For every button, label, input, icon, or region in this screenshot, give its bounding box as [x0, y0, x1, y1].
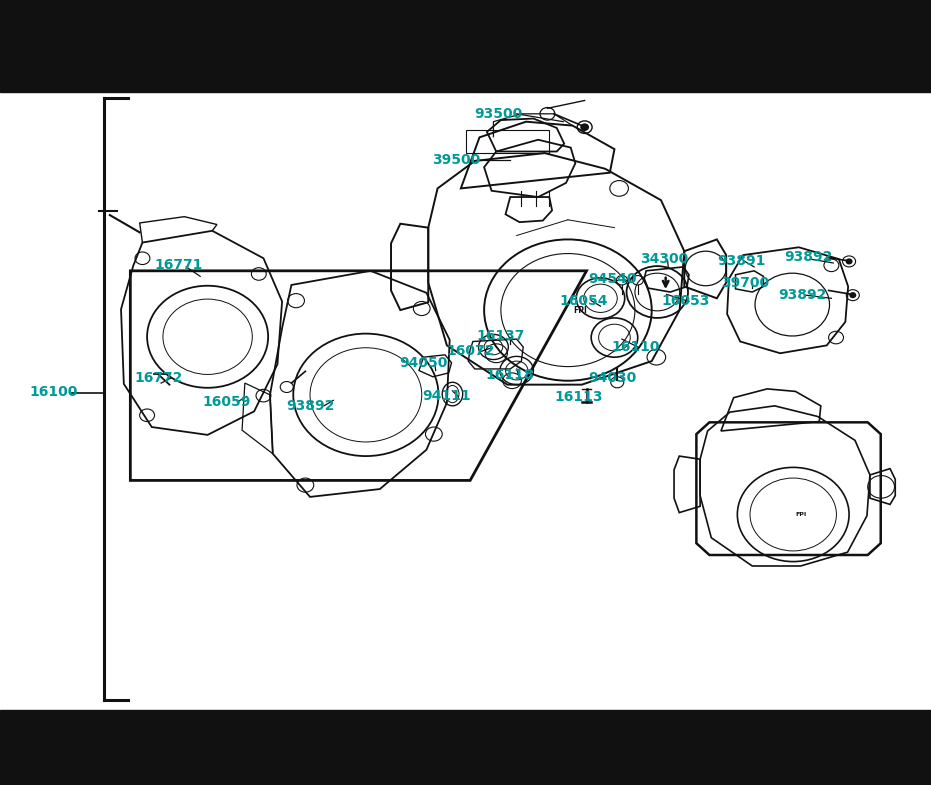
- Text: 34300: 34300: [640, 252, 688, 266]
- Text: 16054: 16054: [560, 294, 608, 308]
- Text: 93891: 93891: [717, 254, 765, 268]
- Circle shape: [581, 124, 588, 130]
- Circle shape: [846, 259, 852, 264]
- Text: 93892: 93892: [778, 288, 827, 302]
- Text: FPI: FPI: [573, 305, 587, 315]
- Text: FPI: FPI: [795, 512, 806, 517]
- Text: 16118: 16118: [485, 368, 533, 382]
- Bar: [0, 0, 931, 92]
- Text: 94111: 94111: [423, 389, 471, 403]
- Text: 16053: 16053: [661, 294, 709, 309]
- Text: 94050: 94050: [399, 356, 448, 370]
- Text: 39500: 39500: [432, 153, 480, 167]
- Text: 16072: 16072: [447, 344, 495, 358]
- Bar: [466, 130, 549, 153]
- Text: 93500: 93500: [474, 107, 522, 121]
- Text: 16059: 16059: [202, 395, 250, 409]
- Text: 16771: 16771: [155, 258, 203, 272]
- Text: 39700: 39700: [721, 276, 769, 290]
- Text: 16110: 16110: [612, 340, 660, 354]
- Text: 93892: 93892: [286, 399, 334, 413]
- Text: 16137: 16137: [477, 329, 525, 343]
- Text: 16113: 16113: [555, 390, 603, 404]
- Text: 93892: 93892: [784, 250, 832, 265]
- Circle shape: [850, 293, 856, 298]
- Text: 94030: 94030: [588, 371, 637, 385]
- Text: 16100: 16100: [30, 385, 78, 400]
- Text: 16772: 16772: [134, 371, 182, 385]
- Bar: [0, 710, 931, 785]
- Text: 94540: 94540: [588, 272, 637, 287]
